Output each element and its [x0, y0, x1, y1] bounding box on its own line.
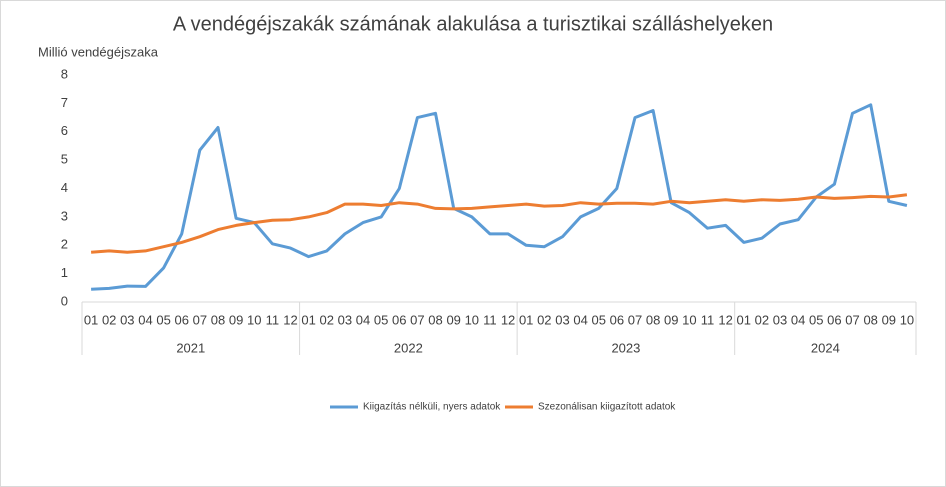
x-tick-label: 09 [446, 312, 460, 327]
x-tick-label: 07 [628, 312, 642, 327]
series-line [90, 193, 908, 254]
x-tick-label: 01 [519, 312, 533, 327]
x-group-label: 2024 [811, 340, 840, 355]
x-tick-label: 04 [791, 312, 805, 327]
x-tick-label: 10 [900, 312, 914, 327]
y-tick-label: 3 [61, 208, 68, 223]
x-tick-label: 07 [410, 312, 424, 327]
y-tick-label: 1 [61, 265, 68, 280]
x-tick-label: 06 [392, 312, 406, 327]
x-tick-label: 03 [338, 312, 352, 327]
x-group-label: 2023 [611, 340, 640, 355]
x-tick-label: 05 [809, 312, 823, 327]
x-group-label: 2022 [394, 340, 423, 355]
x-tick-label: 06 [610, 312, 624, 327]
x-tick-label: 05 [156, 312, 170, 327]
x-tick-label: 06 [174, 312, 188, 327]
series-line [91, 103, 908, 291]
x-tick-label: 02 [755, 312, 769, 327]
y-tick-label: 2 [61, 237, 68, 252]
x-tick-label: 02 [102, 312, 116, 327]
y-tick-label: 0 [61, 293, 68, 308]
x-tick-label: 02 [320, 312, 334, 327]
y-tick-label: 6 [61, 123, 68, 138]
x-tick-label: 03 [120, 312, 134, 327]
x-tick-label: 07 [845, 312, 859, 327]
x-tick-label: 08 [646, 312, 660, 327]
x-group-label: 2021 [176, 340, 205, 355]
x-tick-label: 12 [501, 312, 515, 327]
y-tick-label: 7 [61, 95, 68, 110]
x-tick-label: 09 [229, 312, 243, 327]
x-tick-label: 06 [827, 312, 841, 327]
x-tick-label: 11 [701, 312, 715, 327]
y-axis-label: Millió vendégéjszaka [38, 44, 159, 59]
x-tick-label: 01 [737, 312, 751, 327]
x-tick-label: 08 [211, 312, 225, 327]
x-tick-label: 03 [555, 312, 569, 327]
x-tick-label: 12 [718, 312, 732, 327]
x-tick-label: 10 [247, 312, 261, 327]
x-tick-label: 07 [193, 312, 207, 327]
x-tick-label: 08 [863, 312, 877, 327]
x-tick-label: 10 [465, 312, 479, 327]
x-tick-label: 04 [573, 312, 587, 327]
y-tick-label: 4 [61, 180, 68, 195]
legend-label: Szezonálisan kiigazított adatok [538, 402, 676, 413]
y-tick-label: 5 [61, 152, 68, 167]
legend-label: Kiigazítás nélküli, nyers adatok [363, 402, 501, 413]
x-tick-label: 09 [882, 312, 896, 327]
x-tick-label: 08 [428, 312, 442, 327]
x-tick-label: 02 [537, 312, 551, 327]
x-tick-label: 11 [266, 312, 280, 327]
chart-title: A vendégéjszakák számának alakulása a tu… [173, 13, 773, 35]
x-tick-label: 10 [682, 312, 696, 327]
x-tick-label: 03 [773, 312, 787, 327]
x-tick-label: 09 [664, 312, 678, 327]
x-tick-label: 05 [374, 312, 388, 327]
y-tick-label: 8 [61, 66, 68, 81]
x-tick-label: 12 [283, 312, 297, 327]
x-tick-label: 01 [301, 312, 315, 327]
x-tick-label: 01 [84, 312, 98, 327]
x-tick-label: 11 [483, 312, 497, 327]
x-tick-label: 05 [591, 312, 605, 327]
x-tick-label: 04 [356, 312, 370, 327]
x-tick-label: 04 [138, 312, 152, 327]
